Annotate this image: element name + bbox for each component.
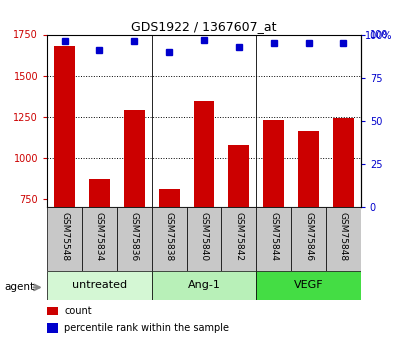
Text: count: count [64,306,92,315]
Text: GSM75848: GSM75848 [338,212,347,261]
Bar [263,120,283,207]
Bar [47,271,151,300]
Bar [221,207,256,271]
Bar [54,46,75,207]
Text: untreated: untreated [72,280,127,290]
Text: GSM75846: GSM75846 [303,212,312,261]
Text: agent: agent [4,282,34,292]
Bar [117,207,151,271]
Bar [256,207,290,271]
Text: GSM75844: GSM75844 [269,212,277,261]
Bar [332,118,353,207]
Bar [297,131,318,207]
Bar [228,145,249,207]
Text: GSM75836: GSM75836 [130,212,138,262]
Bar [124,110,144,207]
Text: GSM75842: GSM75842 [234,212,243,261]
Bar [325,207,360,271]
Bar [151,271,256,300]
Text: 100%: 100% [364,31,391,41]
Bar [290,207,325,271]
Text: GSM75834: GSM75834 [95,212,103,261]
Bar [256,271,360,300]
Bar [47,207,82,271]
Bar [89,179,110,207]
Bar [158,189,179,207]
Title: GDS1922 / 1367607_at: GDS1922 / 1367607_at [131,20,276,33]
Bar [82,207,117,271]
Bar [193,101,214,207]
Text: Ang-1: Ang-1 [187,280,220,290]
Bar [47,305,58,315]
Bar [151,207,186,271]
Text: GSM75548: GSM75548 [60,212,69,261]
Text: VEGF: VEGF [293,280,323,290]
Bar [186,207,221,271]
Bar [47,323,58,333]
Text: percentile rank within the sample: percentile rank within the sample [64,324,229,333]
Text: GSM75838: GSM75838 [164,212,173,262]
Text: GSM75840: GSM75840 [199,212,208,261]
